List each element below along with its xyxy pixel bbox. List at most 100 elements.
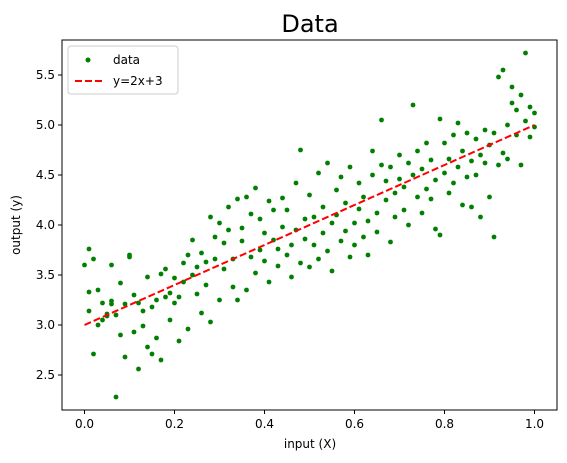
- data-point: [244, 194, 249, 200]
- data-point: [383, 178, 389, 184]
- data-point: [419, 210, 425, 216]
- data-point: [433, 226, 438, 232]
- data-point: [185, 326, 191, 332]
- data-point: [212, 256, 218, 262]
- y-tick-label: 2.5: [36, 368, 55, 382]
- data-point: [163, 294, 168, 300]
- data-point: [172, 275, 177, 281]
- data-point: [235, 196, 240, 202]
- data-point: [379, 162, 384, 168]
- data-point: [469, 158, 474, 164]
- data-point: [176, 338, 182, 344]
- data-point: [253, 185, 258, 191]
- data-point: [127, 252, 132, 258]
- data-point: [473, 172, 479, 178]
- data-point: [361, 194, 366, 200]
- data-point: [280, 224, 285, 230]
- data-point: [415, 194, 420, 200]
- data-point: [302, 216, 308, 222]
- data-point: [356, 180, 362, 186]
- data-point: [320, 230, 326, 236]
- data-point: [275, 263, 281, 269]
- data-point: [226, 227, 231, 233]
- data-point: [433, 177, 438, 183]
- data-point: [118, 280, 123, 286]
- data-point: [118, 332, 123, 338]
- data-point: [491, 130, 497, 136]
- data-point: [469, 204, 474, 210]
- ticks-layer: 0.0 0.2 0.4 0.6 0.8 1.0 2.5 3.0 3.5 4.0 4.5 5.0 5.5: [36, 68, 544, 431]
- data-point: [442, 170, 447, 176]
- data-point: [239, 238, 245, 244]
- data-point: [280, 195, 285, 201]
- data-point: [437, 232, 443, 238]
- data-point: [154, 297, 159, 303]
- data-point: [343, 200, 348, 206]
- y-tick-label: 4.5: [36, 168, 55, 182]
- data-point: [86, 308, 92, 314]
- data-point: [361, 234, 366, 240]
- data-point: [496, 162, 501, 168]
- data-point: [113, 394, 119, 400]
- data-point: [406, 160, 411, 166]
- data-point: [455, 120, 461, 126]
- fit-line: [84, 124, 535, 326]
- data-point: [392, 190, 398, 196]
- data-point: [109, 301, 114, 307]
- data-point: [437, 116, 443, 122]
- data-point: [311, 214, 317, 220]
- data-point: [338, 238, 344, 244]
- data-point: [194, 264, 200, 270]
- data-point: [509, 84, 515, 90]
- data-point: [172, 300, 177, 306]
- data-point: [167, 290, 173, 296]
- data-point: [298, 260, 303, 266]
- data-point: [86, 246, 92, 252]
- data-point: [505, 122, 510, 128]
- data-point: [455, 164, 461, 170]
- data-point: [239, 225, 245, 231]
- chart-title: Data: [281, 10, 338, 38]
- data-point: [424, 186, 429, 192]
- data-point: [518, 92, 524, 98]
- data-point: [410, 172, 416, 178]
- data-point: [91, 256, 96, 262]
- data-point: [451, 180, 456, 186]
- data-point: [235, 297, 240, 303]
- data-point: [527, 104, 533, 110]
- data-point: [383, 197, 389, 203]
- data-point: [491, 234, 497, 240]
- data-point: [226, 204, 231, 210]
- data-point: [374, 210, 380, 216]
- data-point: [275, 246, 281, 252]
- data-point: [311, 242, 317, 248]
- data-point: [356, 206, 362, 212]
- data-point: [95, 322, 101, 328]
- data-point: [100, 317, 105, 323]
- data-point: [478, 152, 483, 158]
- data-point: [374, 229, 380, 235]
- data-point: [158, 357, 164, 363]
- data-point: [496, 74, 501, 80]
- data-point: [199, 250, 204, 256]
- x-tick-label: 0.8: [435, 417, 454, 431]
- data-point: [113, 312, 119, 318]
- data-point: [532, 110, 537, 116]
- data-point: [347, 254, 353, 260]
- data-point: [379, 117, 384, 123]
- data-point: [428, 157, 434, 163]
- data-point: [514, 107, 519, 113]
- data-point: [352, 220, 357, 226]
- data-point: [325, 160, 330, 166]
- data-point: [208, 214, 213, 220]
- data-point: [82, 262, 87, 268]
- data-point: [100, 300, 105, 306]
- data-point: [262, 230, 267, 236]
- y-tick-label: 3.5: [36, 268, 55, 282]
- data-point: [347, 164, 353, 170]
- data-point: [388, 239, 393, 245]
- data-point: [397, 176, 402, 182]
- data-point: [298, 147, 303, 153]
- data-point: [217, 220, 222, 226]
- data-point: [442, 140, 447, 146]
